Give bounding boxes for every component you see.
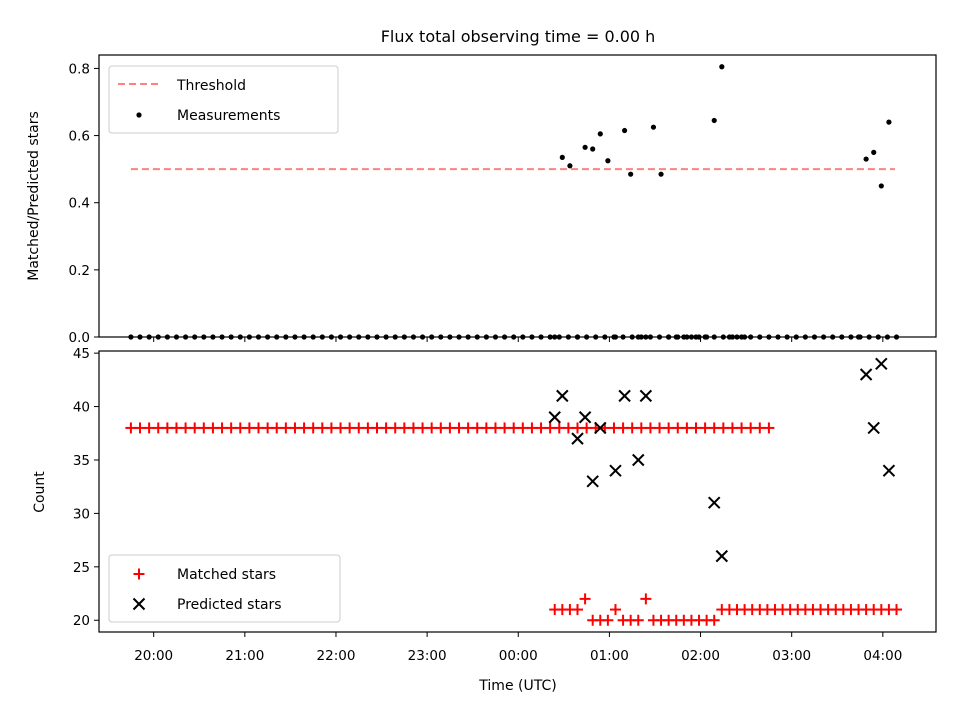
cross-b xyxy=(594,421,607,435)
matched-star-point xyxy=(640,593,652,605)
matched-star-point xyxy=(708,614,720,626)
cross-b xyxy=(867,421,880,435)
predicted-star-point xyxy=(632,453,645,467)
measurement-point xyxy=(567,163,573,169)
y-tick-label: 0.0 xyxy=(69,330,90,346)
x-tick-label: 21:00 xyxy=(225,648,264,664)
bottom-axes-frame xyxy=(98,350,937,633)
x-tick-label: 22:00 xyxy=(317,648,356,664)
cross-b xyxy=(859,368,873,381)
top-axes-frame xyxy=(98,54,937,338)
y-tick-label: 0.8 xyxy=(69,61,90,77)
predicted-star-point xyxy=(618,389,631,403)
cross-b xyxy=(578,411,592,424)
y-tick-label: 35 xyxy=(73,453,90,469)
matched-star-point xyxy=(609,604,621,616)
measurement-point xyxy=(590,146,596,152)
x-tick-label: 20:00 xyxy=(134,648,173,664)
legend-measurement-swatch xyxy=(136,112,142,118)
matched-star-point xyxy=(891,604,903,616)
legend-predicted-swatch xyxy=(132,597,146,611)
top-legend: Threshold Measurements xyxy=(108,65,339,134)
cross-b xyxy=(618,389,631,403)
top-y-axis-label: Matched/Predicted stars xyxy=(26,111,42,281)
legend-box xyxy=(108,554,341,623)
y-tick-label: 30 xyxy=(73,506,90,522)
x-tick-label: 03:00 xyxy=(772,648,811,664)
predicted-star-point xyxy=(586,475,599,488)
measurement-point xyxy=(711,117,717,124)
measurement-point xyxy=(650,124,657,130)
cross-b xyxy=(639,389,653,403)
cross-b xyxy=(708,496,721,509)
ratio-panel: 0.0 0.2 0.4 0.6 0.8 Threshold Measurements xyxy=(69,54,937,346)
x-tick-label: 02:00 xyxy=(681,648,720,664)
measurement-point xyxy=(605,158,611,164)
count-panel: 20 25 30 35 40 45 20:00 21:00 22:00 23:00 00:00 01:… xyxy=(73,346,937,664)
bottom-legend: Matched stars Predicted stars xyxy=(108,554,341,623)
cross-b xyxy=(632,453,645,467)
legend-box xyxy=(108,65,339,134)
predicted-star-point xyxy=(571,432,584,445)
matched-star-point xyxy=(632,614,644,626)
chart-title: Flux total observing time = 0.00 h xyxy=(381,27,656,46)
x-tick-label: 01:00 xyxy=(590,648,629,664)
cross-b xyxy=(548,411,561,424)
matched-star-point xyxy=(572,604,584,616)
y-tick-label: 0.2 xyxy=(69,263,90,279)
predicted-star-point xyxy=(875,357,888,371)
measurement-point xyxy=(886,119,892,125)
measurement-point xyxy=(559,154,565,160)
measurement-point xyxy=(621,127,628,134)
predicted-star-point xyxy=(548,411,561,424)
measurement-point xyxy=(628,171,634,177)
cross-b xyxy=(132,597,146,611)
predicted-star-point xyxy=(715,549,729,563)
measurement-point xyxy=(863,156,869,162)
bottom-y-axis-label: Count xyxy=(32,471,48,513)
measurement-point xyxy=(597,131,603,137)
legend-threshold-label: Threshold xyxy=(176,78,246,94)
predicted-star-point xyxy=(556,389,569,403)
predicted-star-point xyxy=(609,464,622,477)
measurement-point xyxy=(658,171,664,177)
measurement-point xyxy=(582,144,588,150)
measurement-point xyxy=(878,183,884,189)
x-tick-label: 04:00 xyxy=(863,648,902,664)
matched-star-point xyxy=(579,593,591,605)
legend-matched-swatch xyxy=(133,568,145,580)
y-tick-label: 40 xyxy=(73,400,90,416)
cross-b xyxy=(571,432,584,445)
x-tick-label: 23:00 xyxy=(408,648,447,664)
y-tick-label: 0.6 xyxy=(69,129,90,145)
predicted-star-point xyxy=(882,464,896,477)
cross-b xyxy=(609,464,622,477)
x-axis-label: Time (UTC) xyxy=(478,678,556,694)
y-tick-label: 25 xyxy=(73,560,90,576)
y-tick-label: 0.4 xyxy=(69,196,90,212)
legend-measurement-label: Measurements xyxy=(177,108,280,124)
cross-b xyxy=(715,549,729,563)
y-tick-label: 45 xyxy=(73,346,90,362)
predicted-star-point xyxy=(639,389,653,403)
predicted-star-point xyxy=(708,496,721,509)
x-tick-label: 00:00 xyxy=(499,648,538,664)
cross-b xyxy=(875,357,888,371)
predicted-star-point xyxy=(594,421,607,435)
predicted-star-point xyxy=(578,411,592,424)
measurement-point xyxy=(871,149,877,155)
matched-star-point xyxy=(602,614,614,626)
cross-b xyxy=(882,464,896,477)
measurement-point xyxy=(719,64,725,70)
predicted-star-point xyxy=(859,368,873,381)
y-tick-label: 20 xyxy=(73,613,90,629)
legend-predicted-label: Predicted stars xyxy=(177,597,282,613)
cross-b xyxy=(556,389,569,403)
legend-matched-label: Matched stars xyxy=(177,567,276,583)
matched-star-point xyxy=(763,422,775,434)
predicted-star-point xyxy=(867,421,880,435)
cross-b xyxy=(586,475,599,488)
